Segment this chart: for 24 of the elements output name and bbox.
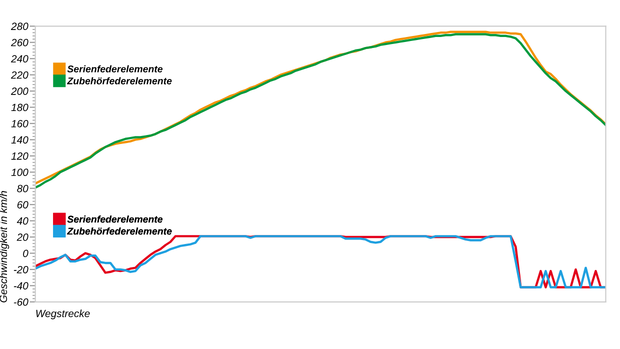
y-tick-label: 180 bbox=[11, 104, 28, 112]
y-tick-label: 280 bbox=[10, 22, 28, 30]
legend-label: Zubehörfederelemente bbox=[66, 77, 172, 84]
y-tick-label: 220 bbox=[10, 71, 28, 79]
y-tick-label: 140 bbox=[11, 136, 28, 144]
line-series bbox=[35, 235, 606, 288]
y-tick-label: 160 bbox=[11, 120, 28, 128]
legend-label: Serienfederelemente bbox=[67, 65, 163, 72]
y-tick-label: 80 bbox=[17, 184, 28, 192]
y-tick-label: 120 bbox=[11, 152, 28, 160]
y-tick-label: 200 bbox=[10, 88, 28, 95]
y-tick-label: 60 bbox=[17, 201, 28, 208]
y-tick-label: 40 bbox=[16, 217, 28, 225]
legend-label: Zubehörfederelemente bbox=[66, 227, 172, 235]
y-tick-label: 20 bbox=[16, 234, 28, 241]
x-axis-title: Wegstrecke bbox=[36, 310, 90, 320]
legend-label: Serienfederelemente bbox=[67, 216, 163, 223]
y-tick-label: 240 bbox=[10, 55, 28, 62]
y-tick-label: 260 bbox=[10, 38, 28, 46]
y-tick-label: -60 bbox=[14, 298, 28, 306]
y-tick-label: -40 bbox=[14, 282, 28, 290]
y-tick-label: 100 bbox=[11, 168, 28, 176]
y-tick-label: -20 bbox=[14, 266, 28, 274]
y-tick-label: 0 bbox=[23, 250, 28, 258]
